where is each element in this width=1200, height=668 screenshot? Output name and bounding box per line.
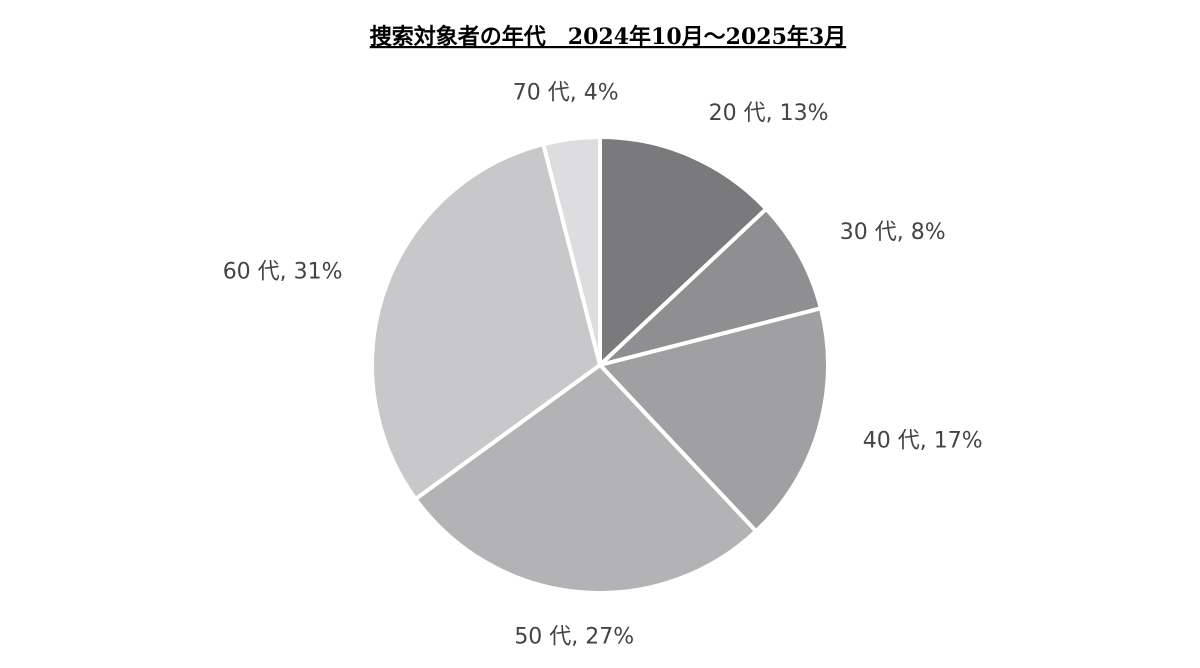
data-label: 40 代, 17% [863, 428, 983, 453]
pie-slice [413, 363, 759, 595]
pie-slice [541, 135, 602, 367]
data-label: 50 代, 27% [514, 624, 634, 649]
data-label: 70 代, 4% [513, 81, 619, 106]
pie-slice [598, 206, 823, 367]
pie-slice [598, 135, 769, 367]
pie-slice [598, 306, 830, 534]
data-label: 30 代, 8% [840, 220, 946, 245]
chart-title: 捜索対象者の年代 2024年10月～2025年3月 [370, 24, 846, 50]
data-label: 60 代, 31% [223, 259, 343, 284]
data-label: 20 代, 13% [709, 101, 829, 126]
pie-slice [370, 142, 602, 502]
